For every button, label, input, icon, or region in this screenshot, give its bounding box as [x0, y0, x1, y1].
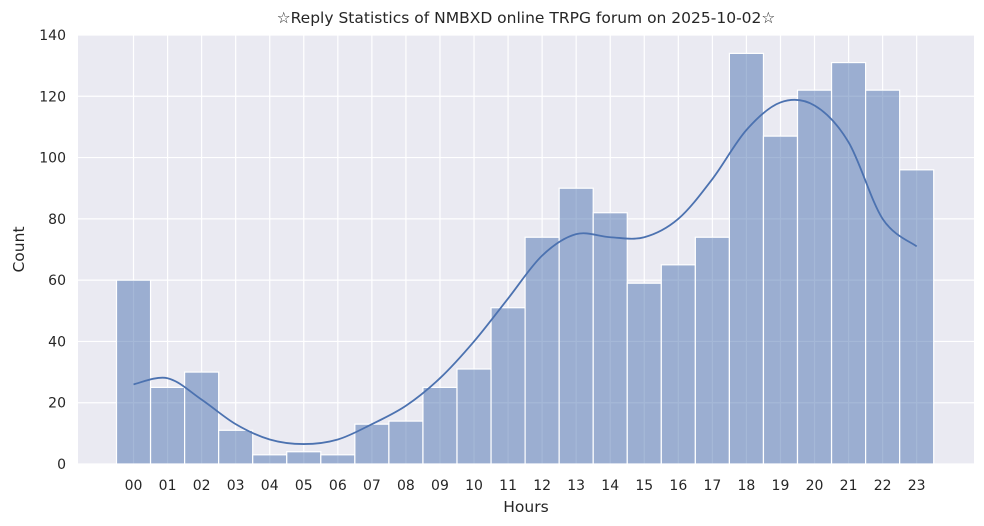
x-tick-label: 05 [295, 478, 313, 494]
x-tick-label: 11 [499, 478, 517, 494]
y-tick-labels: 0 20 40 60 80 100 120 140 [39, 28, 66, 473]
x-tick-label: 22 [874, 478, 892, 494]
x-tick-label: 13 [567, 478, 585, 494]
x-tick-label: 19 [772, 478, 790, 494]
x-tick-label: 14 [601, 478, 619, 494]
histogram-bar [456, 368, 492, 465]
y-tick-label: 140 [39, 28, 66, 44]
histogram-bar [115, 279, 152, 465]
x-tick-label: 08 [397, 478, 415, 494]
histogram-bar [184, 371, 220, 465]
histogram-bar [218, 429, 254, 465]
histogram-bar [558, 187, 594, 465]
x-tick-label: 12 [533, 478, 551, 494]
x-tick-label: 18 [738, 478, 756, 494]
histogram-bar [422, 386, 458, 465]
histogram-bar [796, 89, 833, 465]
histogram-bar [694, 236, 730, 465]
x-tick-label: 16 [669, 478, 687, 494]
kde-line [133, 98, 918, 445]
y-axis-label: Count [10, 226, 28, 272]
bars [115, 52, 935, 465]
chart-title: ☆Reply Statistics of NMBXD online TRPG f… [277, 9, 776, 27]
x-tick-labels: 00 01 02 03 04 05 06 07 08 09 10 11 12 13 14 15 16 17 18 19… [125, 478, 926, 494]
y-tick-label: 100 [39, 151, 66, 167]
x-tick-label: 01 [159, 478, 177, 494]
histogram-bar [762, 135, 799, 465]
histogram-bar [490, 307, 526, 465]
histogram-bar [899, 169, 935, 465]
x-tick-label: 03 [227, 478, 245, 494]
x-tick-label: 10 [465, 478, 483, 494]
y-tick-label: 40 [48, 334, 66, 350]
y-tick-label: 0 [57, 457, 66, 473]
x-tick-label: 00 [125, 478, 143, 494]
histogram-bar [864, 89, 901, 465]
histogram-bar [660, 264, 696, 465]
x-tick-label: 07 [363, 478, 381, 494]
histogram-bar [320, 454, 356, 465]
histogram-bar [252, 454, 288, 465]
x-tick-label: 02 [193, 478, 211, 494]
histogram-bar [524, 236, 560, 465]
x-tick-label: 23 [908, 478, 926, 494]
x-tick-label: 04 [261, 478, 279, 494]
x-axis-label: Hours [503, 498, 548, 516]
x-tick-label: 20 [806, 478, 824, 494]
y-tick-label: 120 [39, 89, 66, 105]
x-tick-label: 17 [703, 478, 721, 494]
x-tick-label: 21 [840, 478, 858, 494]
x-tick-label: 06 [329, 478, 347, 494]
histogram-bar [728, 52, 765, 465]
x-tick-label: 09 [431, 478, 449, 494]
histogram-bar [388, 420, 424, 465]
histogram-bar [626, 282, 662, 465]
histogram-bar [149, 386, 186, 465]
y-tick-label: 20 [48, 396, 66, 412]
y-tick-label: 60 [48, 273, 66, 289]
histogram-bar [592, 212, 628, 465]
histogram-bar [286, 451, 322, 465]
histogram-bar [830, 61, 867, 465]
y-tick-label: 80 [48, 212, 66, 228]
x-tick-label: 15 [635, 478, 653, 494]
